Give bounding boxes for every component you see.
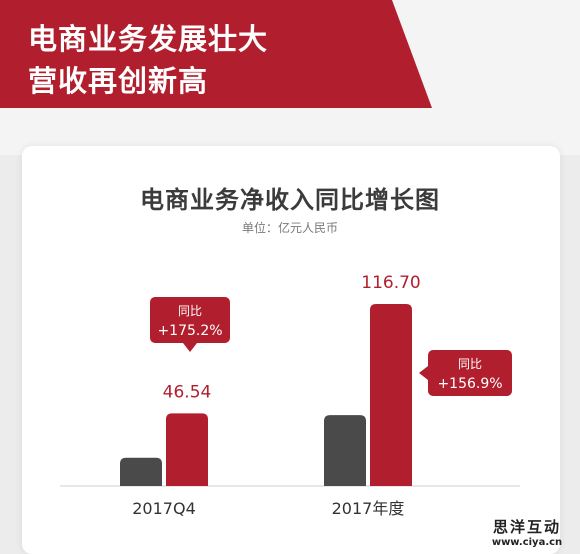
callout-value-2: +156.9% xyxy=(437,376,502,392)
callout-tail-2 xyxy=(419,366,428,380)
bar-gray-2 xyxy=(324,415,366,486)
callout-label-1: 同比 xyxy=(178,304,202,318)
callout-label-2: 同比 xyxy=(458,357,482,371)
banner-title-line-1: 电商业务发展壮大 xyxy=(28,22,269,56)
banner-shape xyxy=(0,0,432,108)
chart-title: 电商业务净收入同比增长图 xyxy=(140,186,440,214)
bar-gray-1 xyxy=(120,457,162,486)
callout-value-1: +175.2% xyxy=(157,323,222,339)
title-banner: 电商业务发展壮大 营收再创新高 xyxy=(0,0,580,120)
callout-box-2 xyxy=(428,350,512,396)
banner-title-line-2: 营收再创新高 xyxy=(28,64,209,98)
x-tick-label-2: 2017年度 xyxy=(332,499,405,518)
data-label-1: 46.54 xyxy=(163,382,212,402)
x-tick-label-1: 2017Q4 xyxy=(132,499,196,518)
callout-box-1 xyxy=(150,297,230,343)
watermark-title: 思洋互动 xyxy=(492,518,561,536)
watermark-url: www.ciya.cn xyxy=(491,537,563,548)
chart-unit-label: 单位：亿元人民币 xyxy=(241,221,338,235)
bar-red-1 xyxy=(166,413,208,486)
bar-red-2 xyxy=(370,303,412,486)
data-label-2: 116.70 xyxy=(361,273,420,293)
watermark: 思洋互动 www.ciya.cn xyxy=(482,516,572,548)
callout-tail-1 xyxy=(183,343,197,352)
